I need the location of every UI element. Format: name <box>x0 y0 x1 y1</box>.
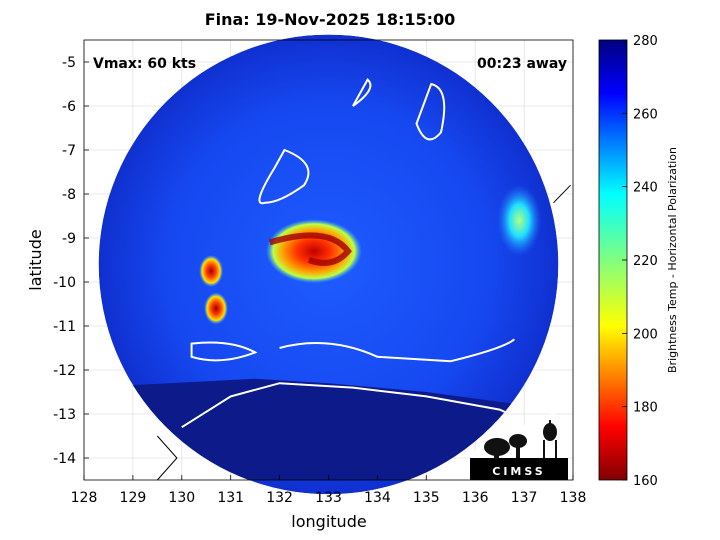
y-tick-label: -7 <box>62 143 76 159</box>
colorbar-label: Brightness Temp - Horizontal Polarizatio… <box>666 147 679 373</box>
y-ticks: -5 -6 -7 -8 -9 -10 -11 -12 -13 -14 <box>53 55 89 467</box>
time-away-annotation: 00:23 away <box>477 56 567 72</box>
x-tick-label: 136 <box>462 490 489 506</box>
y-tick-label: -10 <box>53 275 76 291</box>
x-ticks: 128 129 130 131 132 133 134 135 136 137 138 <box>71 475 587 506</box>
x-tick-label: 132 <box>266 490 293 506</box>
coastline <box>190 341 258 362</box>
x-tick-label: 134 <box>364 490 391 506</box>
y-tick-label: -5 <box>62 55 76 71</box>
vmax-annotation: Vmax: 60 kts <box>93 56 196 72</box>
coastline <box>415 82 446 141</box>
colorbar-tick-label: 240 <box>633 181 658 196</box>
coastline <box>352 78 372 107</box>
colorbar-tick-label: 160 <box>633 474 658 489</box>
coastline <box>279 338 515 363</box>
x-axis-label: longitude <box>291 512 366 531</box>
feature-cell <box>497 184 542 257</box>
x-tick-label: 135 <box>413 490 440 506</box>
x-tick-label: 138 <box>560 490 587 506</box>
y-tick-label: -12 <box>53 363 76 379</box>
y-axis-label: latitude <box>26 229 45 290</box>
colorbar-tick-label: 280 <box>633 34 658 49</box>
swath <box>98 34 559 495</box>
coastline <box>258 148 310 205</box>
x-tick-label: 130 <box>168 490 195 506</box>
y-tick-label: -6 <box>62 99 76 115</box>
land-region <box>98 378 559 480</box>
logo-text: CIMSS <box>492 465 545 478</box>
colorbar-tick-label: 180 <box>633 401 658 416</box>
y-tick-label: -13 <box>53 407 76 423</box>
cimss-logo: CIMSS <box>470 412 569 480</box>
colorbar-tick-label: 220 <box>633 254 658 269</box>
x-tick-label: 137 <box>511 490 538 506</box>
coastline-outer <box>553 184 571 204</box>
y-tick-label: -14 <box>53 451 76 467</box>
y-tick-label: -9 <box>62 231 76 247</box>
feature-band <box>199 255 224 287</box>
y-tick-label: -11 <box>53 319 76 335</box>
colorbar-tick-label: 260 <box>633 107 658 122</box>
coastline-outer <box>156 435 178 481</box>
x-tick-label: 129 <box>120 490 147 506</box>
x-tick-label: 131 <box>217 490 244 506</box>
swath-layer <box>98 34 571 495</box>
eyewall <box>268 232 352 266</box>
x-tick-label: 133 <box>315 490 342 506</box>
chart-title: Fina: 19-Nov-2025 18:15:00 <box>204 10 456 29</box>
feature-band <box>204 292 229 325</box>
x-tick-label: 128 <box>71 490 98 506</box>
colorbar-ticks: 280 260 240 220 200 180 160 <box>622 34 658 489</box>
y-tick-label: -8 <box>62 187 76 203</box>
colorbar-tick-label: 200 <box>633 327 658 342</box>
coastline <box>181 382 540 429</box>
